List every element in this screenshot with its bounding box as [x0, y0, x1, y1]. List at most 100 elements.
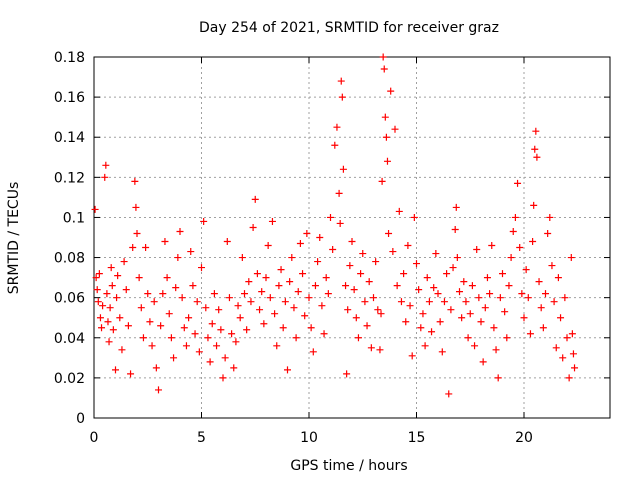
data-point	[419, 310, 427, 318]
data-point	[559, 354, 567, 362]
data-point	[249, 223, 257, 231]
data-point	[139, 334, 147, 342]
data-point	[103, 290, 111, 298]
data-point	[95, 270, 103, 278]
data-point	[357, 270, 365, 278]
y-tick-label: 0.04	[54, 331, 85, 347]
data-point	[395, 207, 403, 215]
data-point	[505, 282, 513, 290]
data-point	[544, 229, 552, 237]
data-point	[305, 294, 313, 302]
data-point	[406, 302, 414, 310]
data-point	[316, 234, 324, 241]
data-point	[344, 306, 352, 314]
data-point	[496, 294, 504, 302]
data-point	[438, 348, 446, 356]
data-point	[563, 334, 571, 342]
data-point	[352, 314, 360, 322]
data-point	[382, 133, 390, 141]
data-point	[535, 278, 543, 286]
data-point	[271, 310, 279, 318]
x-tick-label: 0	[90, 430, 99, 446]
data-point	[202, 304, 210, 312]
data-point	[477, 318, 485, 326]
y-tick-label: 0.1	[63, 210, 85, 226]
data-point	[292, 334, 300, 342]
data-point	[155, 386, 162, 394]
data-point	[471, 342, 479, 350]
data-point	[436, 318, 444, 326]
data-point	[98, 324, 106, 332]
data-point	[350, 286, 358, 294]
data-point	[99, 302, 107, 310]
data-point	[241, 290, 248, 298]
chart-title: Day 254 of 2021, SRMTID for receiver gra…	[199, 20, 499, 36]
data-point	[452, 203, 460, 211]
data-point	[387, 87, 395, 95]
data-point	[256, 306, 264, 314]
axes	[93, 56, 611, 419]
data-point	[165, 310, 173, 318]
data-point	[524, 294, 532, 302]
data-point	[102, 161, 110, 169]
data-point	[397, 298, 405, 306]
data-point	[152, 364, 160, 372]
data-point	[494, 374, 502, 382]
data-point	[150, 298, 158, 306]
data-point	[449, 264, 457, 272]
data-point	[187, 248, 195, 256]
data-point	[408, 352, 416, 360]
data-point	[223, 238, 231, 246]
data-point	[466, 310, 474, 318]
data-point	[400, 270, 408, 278]
data-point	[120, 258, 128, 266]
data-point	[514, 179, 522, 187]
data-point	[529, 238, 537, 246]
data-point	[176, 227, 184, 235]
y-tick-label: 0.06	[54, 291, 85, 307]
data-point	[385, 229, 393, 237]
data-point	[288, 254, 296, 262]
data-point	[548, 262, 556, 270]
data-point	[456, 288, 463, 296]
x-tick-label: 20	[515, 430, 533, 446]
plot-frame	[93, 56, 611, 419]
tick-labels: 0 0.02 0.04 0.06 0.08 0.1 0.12 0.14 0.16 0.18 0 5 10…	[54, 50, 533, 446]
data-point	[105, 338, 113, 346]
data-point	[526, 330, 534, 338]
data-point	[522, 266, 530, 274]
x-tick-label: 10	[300, 430, 318, 446]
data-point	[277, 266, 285, 274]
data-point	[460, 278, 468, 286]
data-point	[236, 314, 244, 322]
data-point	[432, 250, 440, 258]
data-point	[294, 288, 302, 296]
data-point	[499, 270, 506, 278]
data-point	[532, 127, 540, 135]
data-point	[107, 264, 115, 272]
data-point	[453, 254, 461, 262]
data-point	[378, 177, 386, 185]
data-point	[458, 314, 466, 322]
data-point	[530, 201, 538, 209]
data-point	[365, 278, 373, 286]
data-point	[322, 274, 330, 282]
data-point	[430, 284, 438, 292]
data-point	[481, 304, 489, 312]
y-tick-label: 0.08	[54, 251, 85, 267]
data-point	[348, 238, 356, 246]
data-point	[488, 242, 496, 250]
data-point	[447, 306, 455, 314]
data-point	[148, 342, 156, 350]
data-points	[91, 53, 579, 398]
data-point	[318, 302, 326, 310]
data-point	[552, 344, 560, 352]
data-point	[311, 282, 319, 290]
data-point	[172, 284, 180, 292]
data-point	[230, 364, 238, 372]
data-point	[200, 217, 208, 225]
data-point	[415, 286, 423, 294]
data-point	[206, 358, 214, 366]
data-point	[516, 244, 524, 252]
data-point	[413, 260, 420, 268]
